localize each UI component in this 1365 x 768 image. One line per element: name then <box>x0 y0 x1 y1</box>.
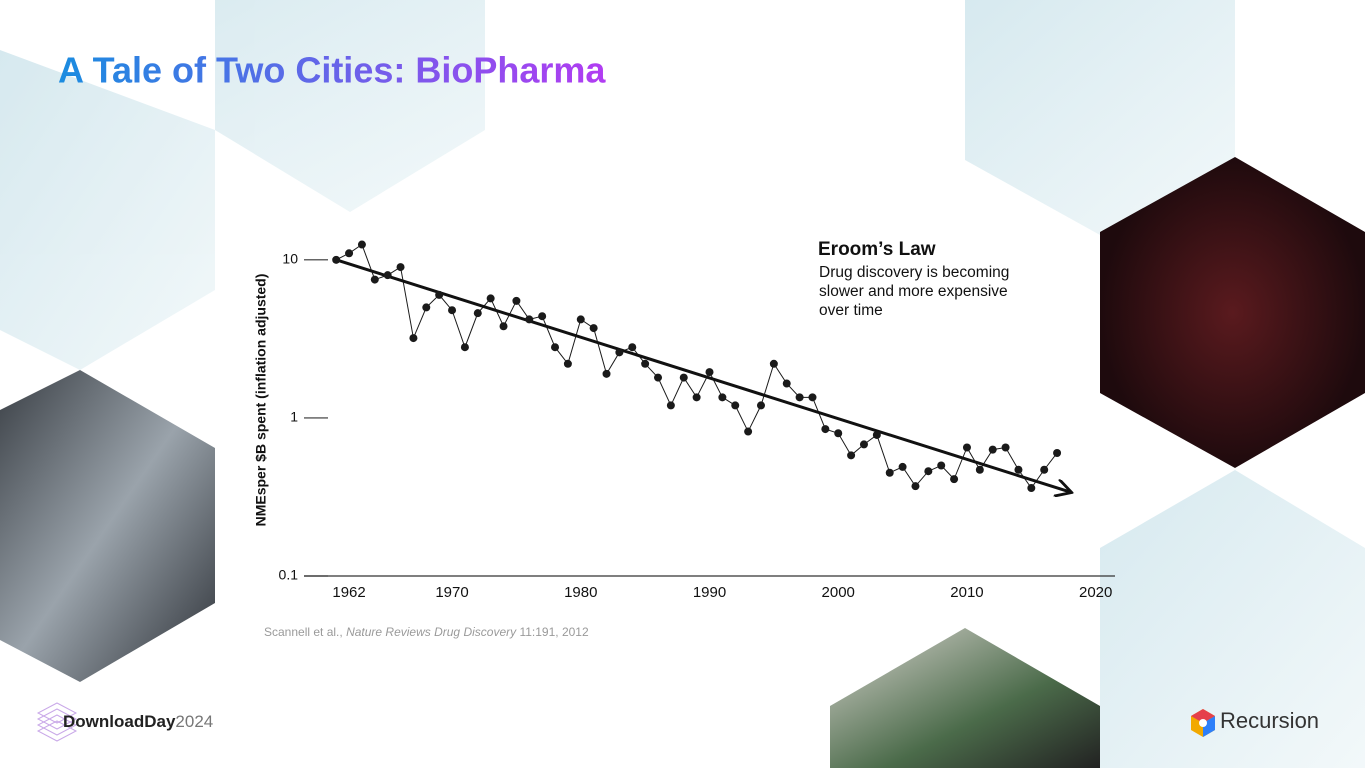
footer-logo <box>36 702 78 742</box>
data-point <box>409 334 418 343</box>
x-tick-label: 2020 <box>1079 584 1112 601</box>
annotation-line: Drug discovery is becoming <box>819 264 1009 281</box>
brand-name: DownloadDay <box>63 712 176 731</box>
data-point <box>975 465 984 474</box>
data-point <box>885 468 894 477</box>
annotation-line: over time <box>819 302 883 319</box>
data-point <box>589 324 598 333</box>
brand-year: 2024 <box>175 712 213 731</box>
data-point <box>731 401 740 410</box>
data-point <box>383 271 392 280</box>
trend-arrow <box>335 258 1070 492</box>
company-logo <box>1191 709 1215 737</box>
data-point <box>602 369 611 378</box>
annotation-title: Eroom’s Law <box>818 239 936 260</box>
citation-details: 11:191, 2012 <box>519 625 589 639</box>
data-point <box>795 393 804 402</box>
data-point <box>563 359 572 368</box>
data-point <box>962 443 971 452</box>
data-point <box>512 296 521 305</box>
data-point <box>834 429 843 438</box>
annotation-line: slower and more expensive <box>819 283 1008 300</box>
citation-authors: Scannell et al., <box>264 625 343 639</box>
data-point <box>435 290 444 299</box>
data-point <box>988 445 997 454</box>
data-point <box>551 343 560 352</box>
citation: Scannell et al., Nature Reviews Drug Dis… <box>264 625 589 639</box>
data-point <box>769 359 778 368</box>
data-point <box>1001 443 1010 452</box>
x-tick-label: 1970 <box>435 584 468 601</box>
y-axis-label: NMEsper $B spent (inflation adjusted) <box>253 274 269 527</box>
data-point <box>486 294 495 303</box>
data-point <box>576 315 585 324</box>
citation-journal: Nature Reviews Drug Discovery <box>346 625 517 639</box>
data-point <box>692 393 701 402</box>
x-tick-label: 1980 <box>564 584 597 601</box>
x-tick-label: 1990 <box>693 584 726 601</box>
x-tick-label: 1962 <box>332 584 365 601</box>
data-point <box>460 343 469 352</box>
footer-brand: DownloadDay2024 <box>63 712 213 731</box>
data-point <box>332 255 341 264</box>
slide-title: A Tale of Two Cities: BioPharma <box>58 50 606 91</box>
data-point <box>782 379 791 388</box>
x-tick-label: 2010 <box>950 584 983 601</box>
data-point <box>911 482 920 491</box>
data-point <box>924 467 933 476</box>
data-point <box>705 368 714 377</box>
data-point <box>679 373 688 382</box>
data-point <box>937 461 946 470</box>
data-point <box>1014 465 1023 474</box>
data-point <box>357 240 366 249</box>
data-point <box>499 322 508 331</box>
data-point <box>666 401 675 410</box>
data-point <box>654 373 663 382</box>
data-point <box>628 343 637 352</box>
data-point <box>872 430 881 439</box>
data-point <box>950 475 959 484</box>
data-point <box>718 393 727 402</box>
data-point <box>345 249 354 258</box>
company-name: Recursion <box>1220 708 1319 733</box>
y-tick-label: 0.1 <box>279 567 299 583</box>
data-point <box>1027 484 1036 493</box>
data-point <box>808 393 817 402</box>
data-point <box>641 359 650 368</box>
data-point <box>859 440 868 449</box>
data-point <box>1053 448 1062 457</box>
y-tick-label: 1 <box>290 409 298 425</box>
data-point <box>847 451 856 460</box>
data-point <box>615 348 624 357</box>
data-point <box>898 462 907 471</box>
data-point <box>525 315 534 324</box>
data-point <box>448 306 457 315</box>
data-point <box>1040 465 1049 474</box>
photos <box>0 157 1365 768</box>
data-point <box>821 425 830 434</box>
y-tick-label: 10 <box>282 251 298 267</box>
data-point <box>744 427 753 436</box>
data-point <box>422 303 431 312</box>
data-point <box>538 312 547 321</box>
data-point <box>396 263 405 272</box>
data-point <box>756 401 765 410</box>
data-point <box>370 275 379 284</box>
x-tick-label: 2000 <box>822 584 855 601</box>
data-point <box>473 309 482 318</box>
